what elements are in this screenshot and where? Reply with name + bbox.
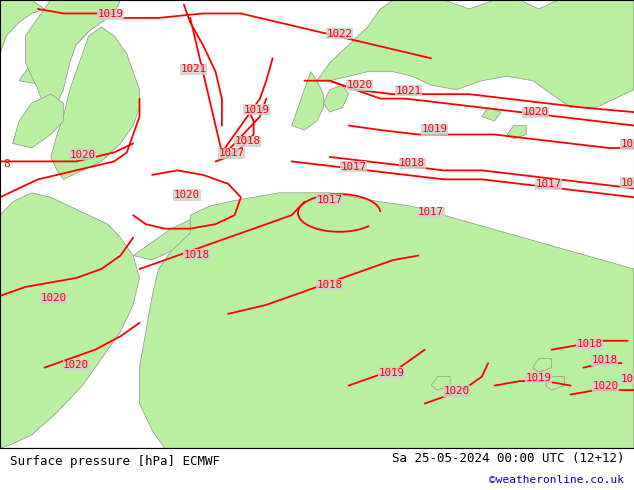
Polygon shape — [0, 0, 44, 54]
Polygon shape — [13, 94, 63, 148]
Text: 1020: 1020 — [592, 382, 619, 392]
Polygon shape — [292, 72, 323, 130]
Text: 1020: 1020 — [69, 149, 96, 160]
Text: 1020: 1020 — [443, 386, 470, 396]
Text: 1019: 1019 — [526, 372, 552, 383]
Text: 1017: 1017 — [218, 148, 245, 158]
Text: 1020: 1020 — [174, 190, 200, 200]
Polygon shape — [19, 54, 57, 85]
Text: 1017: 1017 — [316, 195, 343, 204]
Polygon shape — [139, 193, 634, 448]
Text: 1019: 1019 — [421, 124, 448, 134]
Text: 1019: 1019 — [243, 105, 270, 115]
Polygon shape — [0, 193, 139, 448]
Text: 8: 8 — [3, 159, 10, 169]
Text: 1020: 1020 — [63, 361, 89, 370]
Text: 1021: 1021 — [396, 86, 422, 96]
Text: 1017: 1017 — [418, 207, 444, 217]
Polygon shape — [533, 359, 552, 372]
Polygon shape — [317, 0, 634, 108]
Text: 1017: 1017 — [340, 162, 367, 172]
Text: 1020: 1020 — [346, 80, 373, 90]
Text: 1018: 1018 — [183, 250, 210, 260]
Text: 1019: 1019 — [621, 374, 634, 384]
Polygon shape — [507, 125, 526, 139]
Text: 1020: 1020 — [522, 107, 549, 117]
Polygon shape — [25, 0, 120, 117]
Text: 1018: 1018 — [316, 280, 343, 290]
Polygon shape — [431, 377, 450, 390]
Polygon shape — [545, 377, 564, 390]
Polygon shape — [482, 108, 501, 121]
Polygon shape — [133, 211, 241, 260]
Text: 1017: 1017 — [535, 179, 562, 189]
Text: Surface pressure [hPa] ECMWF: Surface pressure [hPa] ECMWF — [10, 455, 219, 468]
Text: Sa 25-05-2024 00:00 UTC (12+12): Sa 25-05-2024 00:00 UTC (12+12) — [392, 452, 624, 466]
Text: 1019: 1019 — [378, 368, 404, 378]
Text: 1020: 1020 — [41, 293, 67, 303]
Text: 1018: 1018 — [621, 178, 634, 188]
Text: 1019: 1019 — [621, 139, 634, 149]
Text: ©weatheronline.co.uk: ©weatheronline.co.uk — [489, 475, 624, 485]
Text: 1018: 1018 — [399, 158, 425, 168]
Text: 1018: 1018 — [234, 136, 261, 146]
Polygon shape — [323, 85, 349, 112]
Text: 1021: 1021 — [180, 65, 207, 74]
Polygon shape — [44, 23, 89, 49]
Text: 1018: 1018 — [576, 340, 603, 349]
Text: 1022: 1022 — [326, 28, 353, 39]
Text: 1019: 1019 — [98, 9, 124, 19]
Polygon shape — [51, 27, 139, 179]
Text: 1018: 1018 — [591, 355, 618, 366]
